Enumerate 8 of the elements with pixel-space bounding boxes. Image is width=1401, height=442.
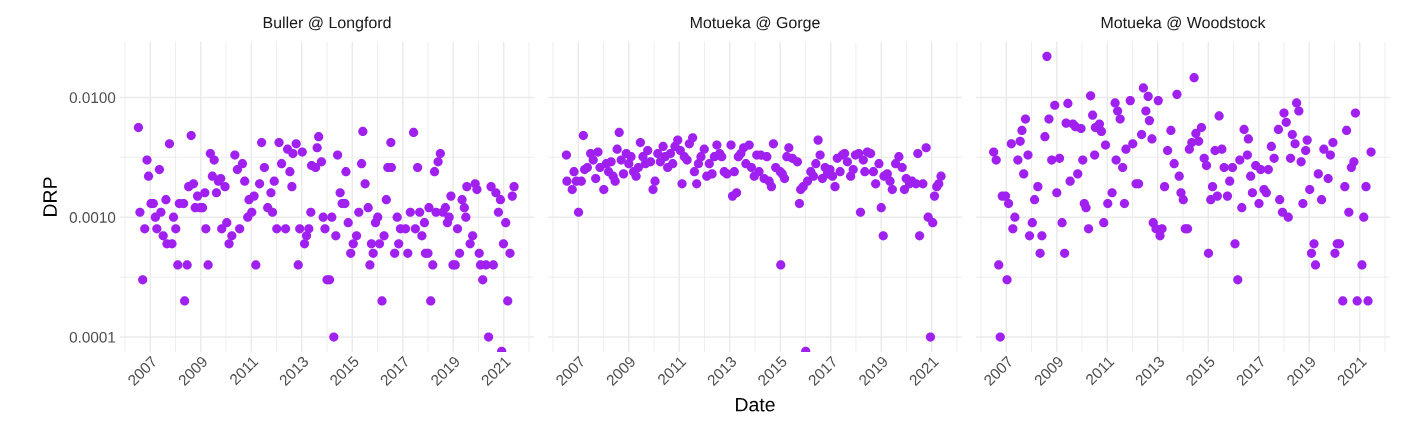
y-tick-label: 0.0100 [69, 92, 116, 104]
x-axis-title: Date [736, 397, 775, 412]
y-axis-title: DRP [43, 177, 57, 216]
chart-title: Buller @ Longford [263, 16, 391, 32]
y-tick-label: 0.0001 [69, 331, 116, 343]
chart-title: Motueka @ Woodstock [1101, 16, 1266, 31]
chart-title: Motueka @ Gorge [690, 16, 820, 32]
y-tick-label: 0.0010 [69, 212, 116, 223]
